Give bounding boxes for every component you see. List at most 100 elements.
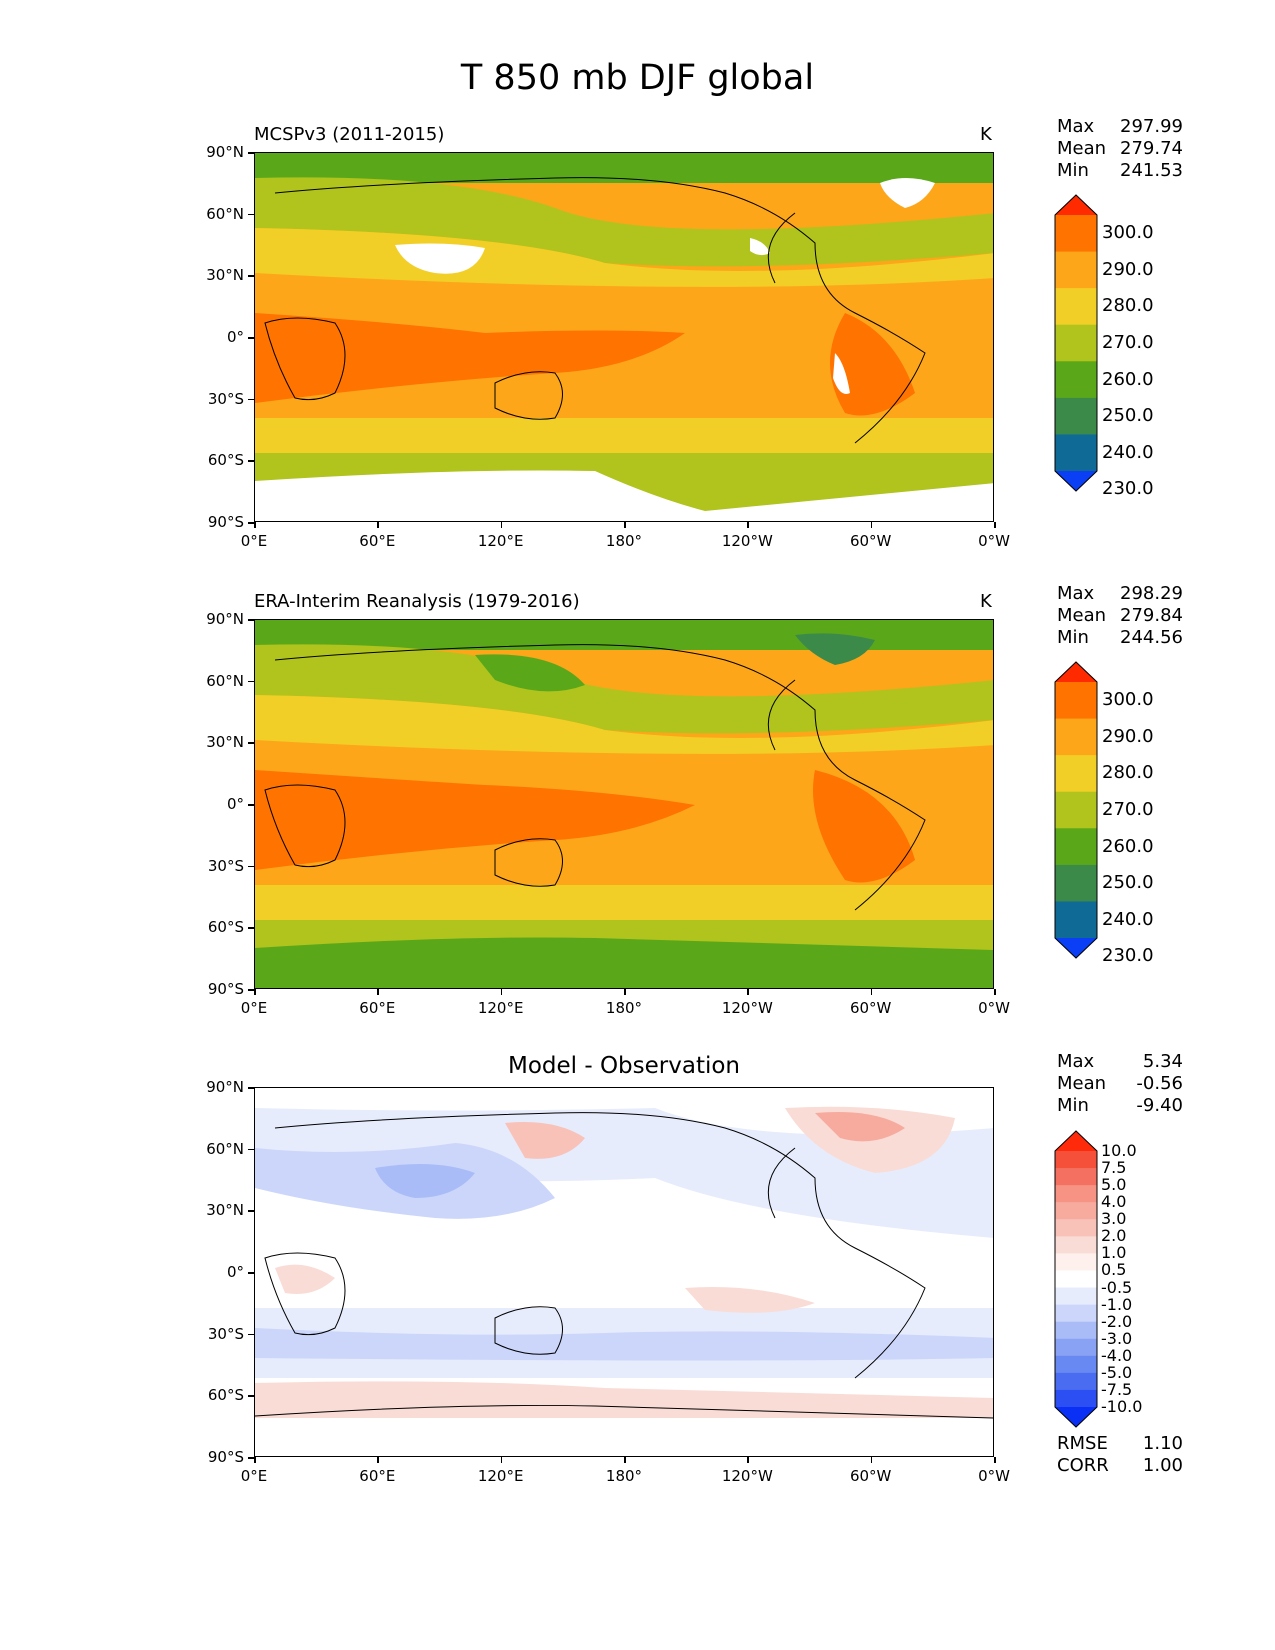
stat-max-label: Max [1057,1051,1095,1072]
colorbar-tick-label: 10.0 [1101,1141,1137,1160]
colorbar-segment [1055,397,1097,435]
colorbar-tick-label: 270.0 [1102,799,1154,820]
x-tick-label: 180° [605,1467,643,1485]
y-tick-label: 60°N [206,204,244,223]
colorbar-segment [1055,1236,1097,1254]
x-tick-mark [747,989,749,995]
colorbar [1054,1130,1098,1428]
colorbar-tick-label: -10.0 [1101,1397,1143,1416]
colorbar [1054,194,1098,492]
colorbar-tick-label: 230.0 [1102,945,1154,967]
x-tick-mark [500,989,503,995]
colorbar-segment [1055,1270,1097,1289]
y-tick-label: 60°N [206,1139,244,1158]
x-tick-mark [994,989,996,995]
colorbar-tick-label: -0.5 [1101,1277,1133,1297]
colorbar-tick-label: -7.5 [1101,1379,1133,1399]
x-tick-mark [747,1457,749,1463]
x-tick-label: 120°E [477,999,524,1017]
y-tick-label: 90°N [206,1078,244,1096]
colorbar-tick-label: 260.0 [1102,368,1154,390]
x-tick-label: 60°W [849,1467,892,1485]
stat-min: 244.56 [1120,627,1183,648]
y-tick-mark [248,337,254,339]
y-tick-label: 30°S [207,856,244,875]
x-tick-label: 60°W [849,999,892,1017]
y-tick-mark [248,989,254,991]
x-tick-mark [377,989,379,995]
colorbar-tick-label: 240.0 [1102,441,1154,463]
colorbar-tick-label: 250.0 [1102,405,1154,427]
x-tick-label: 0°E [240,999,268,1017]
y-tick-label: 60°S [207,451,244,470]
colorbar-extend-bottom [1055,938,1097,958]
x-tick-label: 0°W [978,999,1010,1017]
x-tick-label: 0°W [978,532,1010,550]
y-tick-label: 90°N [206,610,244,628]
colorbar-tick-label: 0.5 [1101,1260,1127,1280]
y-tick-label: 30°N [206,1201,244,1220]
x-tick-label: 60°E [359,532,396,550]
colorbar-tick-label: -2.0 [1101,1311,1133,1331]
map-model [254,152,994,522]
stat-min-label: Min [1057,160,1089,181]
rmse-value: 1.10 [1142,1433,1183,1454]
x-tick-label: 120°W [721,1467,773,1485]
x-tick-label: 60°E [359,1467,396,1485]
panel-left-title: MCSPv3 (2011-2015) [254,124,445,145]
y-tick-mark [248,1457,254,1459]
stat-min: -9.40 [1136,1095,1183,1116]
x-tick-label: 0°W [978,1467,1010,1485]
stat-min-label: Min [1057,627,1089,648]
panel-model: MCSPv3 (2011-2015) K Max 297.99 Mean 279.7… [0,0,1275,522]
x-tick-label: 120°W [721,999,773,1017]
x-tick-mark [870,522,873,528]
colorbar-tick-label: 3.0 [1101,1209,1127,1229]
colorbar-segment [1055,791,1097,829]
y-tick-label: 90°S [207,1448,244,1466]
colorbar-segment [1055,361,1097,399]
panel-left-title: ERA-Interim Reanalysis (1979-2016) [254,591,580,612]
map-observation [254,619,994,989]
x-tick-mark [254,522,256,528]
y-tick-label: 30°N [206,733,244,752]
x-tick-label: 120°E [477,1467,524,1485]
stats-model: Max 297.99 Mean 279.74 Min 241.53 [1057,116,1183,182]
y-tick-mark [248,680,254,683]
x-tick-mark [994,1457,996,1463]
colorbar-tick-label: 250.0 [1102,872,1154,894]
x-tick-label: 120°E [477,532,524,550]
colorbar-segment [1055,1338,1097,1357]
stats-observation: Max 298.29 Mean 279.84 Min 244.56 [1057,583,1183,649]
stat-min: 241.53 [1120,160,1183,181]
colorbar-segment [1055,1355,1097,1374]
y-tick-label: 90°S [207,513,244,531]
x-tick-mark [624,989,626,995]
y-tick-mark [248,927,254,929]
y-tick-label: 30°N [206,266,244,285]
x-tick-mark [624,522,626,528]
colorbar-segment [1055,288,1097,326]
colorbar-tick-label: 4.0 [1101,1192,1127,1212]
colorbar-tick-label: 280.0 [1102,762,1154,784]
colorbar-segment [1055,1185,1097,1203]
y-tick-mark [248,865,254,868]
y-tick-mark [248,398,254,401]
colorbar-segment [1055,718,1097,756]
colorbar-outline [1054,661,1098,959]
colorbar-tick-label: 290.0 [1102,258,1154,280]
colorbar-segment [1055,251,1097,289]
colorbar-tick-label: 230.0 [1102,478,1154,500]
x-tick-label: 120°W [721,532,773,550]
colorbar-segment [1055,1168,1097,1186]
colorbar-tick-label: 300.0 [1102,222,1154,244]
y-tick-label: 60°S [207,918,244,937]
colorbar-tick-label: 280.0 [1102,295,1154,317]
x-tick-label: 60°E [359,999,396,1017]
x-tick-mark [500,522,503,528]
colorbar [1054,661,1098,959]
x-tick-label: 180° [605,532,643,550]
stat-max: 297.99 [1120,116,1183,137]
colorbar-segment [1055,1372,1097,1391]
colorbar-tick-label: -5.0 [1101,1362,1133,1382]
